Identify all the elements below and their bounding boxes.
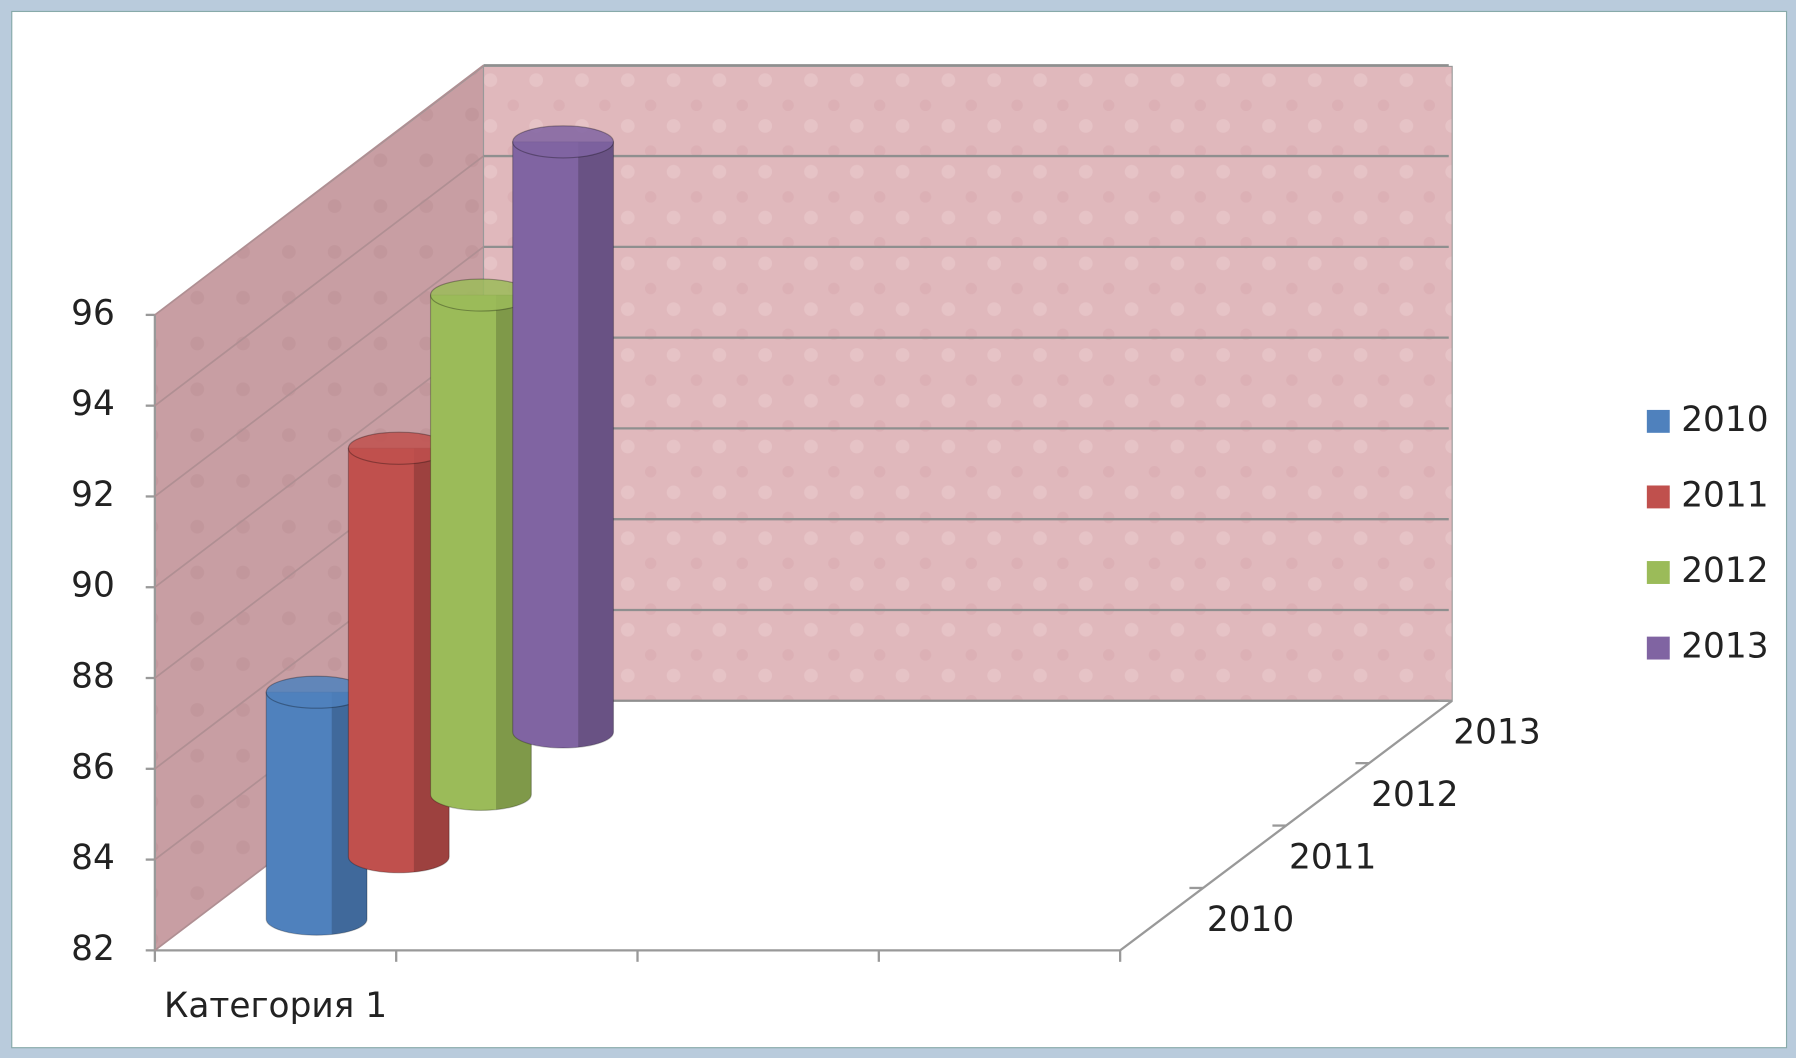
bar bbox=[347, 447, 450, 874]
bar-shade bbox=[578, 141, 614, 748]
depth-tick-label: 2010 bbox=[1207, 900, 1294, 940]
depth-tick-label: 2013 bbox=[1453, 713, 1540, 753]
legend-swatch bbox=[1646, 485, 1670, 509]
y-tick-label: 94 bbox=[71, 384, 115, 424]
grid-line bbox=[154, 64, 485, 316]
legend-label: 2011 bbox=[1681, 475, 1768, 515]
back-wall bbox=[482, 65, 1453, 702]
legend-label: 2012 bbox=[1681, 551, 1768, 591]
legend-swatch bbox=[1646, 409, 1670, 433]
y-tick-label: 84 bbox=[71, 838, 115, 878]
y-tick-label: 82 bbox=[71, 929, 115, 969]
legend-swatch bbox=[1646, 561, 1670, 584]
depth-tick-label: 2012 bbox=[1371, 775, 1458, 815]
x-tick-label: Категория 1 bbox=[164, 986, 387, 1026]
grid-line bbox=[154, 246, 485, 498]
y-tick-label: 90 bbox=[71, 566, 115, 606]
y-tick-label: 88 bbox=[71, 657, 115, 697]
y-tick-label: 96 bbox=[71, 293, 115, 333]
grid-line bbox=[154, 336, 485, 588]
depth-tick-label: 2011 bbox=[1289, 838, 1376, 878]
bar bbox=[512, 141, 615, 749]
grid-line bbox=[154, 155, 485, 407]
legend-swatch bbox=[1646, 636, 1670, 660]
y-tick-label: 86 bbox=[71, 747, 115, 787]
y-tick-label: 92 bbox=[71, 475, 115, 515]
legend-label: 2013 bbox=[1681, 627, 1768, 667]
legend-label: 2010 bbox=[1681, 400, 1768, 440]
bar bbox=[265, 691, 368, 936]
bar bbox=[429, 294, 532, 811]
bar-top bbox=[512, 125, 615, 159]
